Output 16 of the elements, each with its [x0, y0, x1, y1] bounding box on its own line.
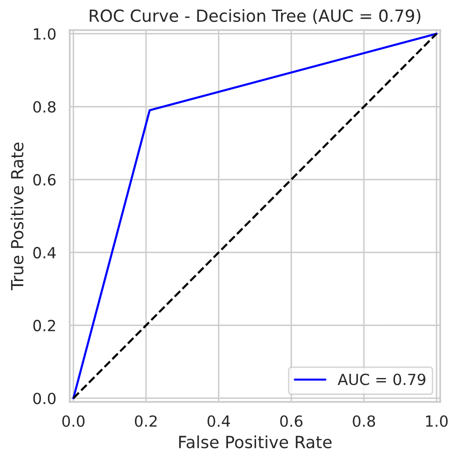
x-tick-label: 0.6 — [280, 415, 302, 427]
chart-title: ROC Curve - Decision Tree (AUC = 0.79) — [90, 9, 420, 24]
x-tick-label: 0.4 — [208, 415, 230, 427]
x-axis-title: False Positive Rate — [179, 435, 332, 448]
y-axis-title: True Positive Rate — [10, 142, 24, 290]
y-tick-label: 0.6 — [33, 174, 56, 186]
y-tick-label: 0.2 — [33, 320, 56, 332]
x-tick-label: 0.2 — [134, 415, 157, 427]
y-tick-label: 0.0 — [33, 392, 56, 404]
x-tick-label: 1.0 — [426, 415, 448, 427]
legend-label: AUC = 0.79 — [338, 374, 426, 386]
x-tick-label: 0.8 — [352, 415, 376, 427]
y-tick-label: 0.4 — [33, 246, 56, 258]
y-tick-label: 0.8 — [33, 101, 56, 113]
x-tick-label: 0.0 — [62, 415, 85, 427]
y-tick-label: 1.0 — [34, 28, 56, 40]
